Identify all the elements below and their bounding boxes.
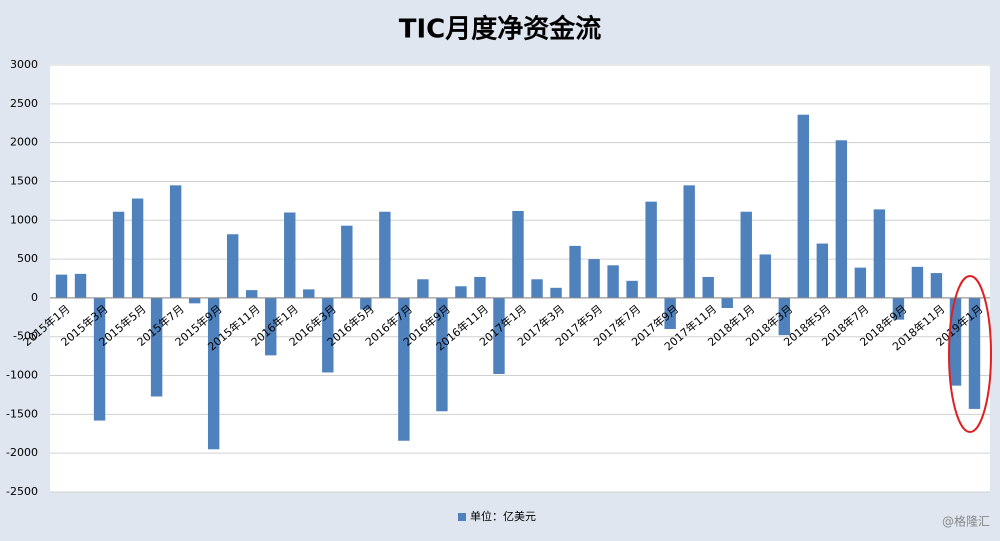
y-tick-label: 1500	[10, 174, 38, 187]
bar	[131, 198, 144, 298]
y-tick-label: -1500	[6, 407, 38, 420]
bar	[379, 211, 391, 298]
bar	[645, 201, 657, 298]
bar	[949, 297, 962, 386]
bar	[930, 273, 943, 298]
bar	[455, 286, 467, 298]
bar	[512, 210, 524, 298]
bar	[797, 114, 810, 298]
y-tick-label: -2000	[6, 446, 38, 459]
y-tick-label: -500	[13, 330, 38, 343]
bar	[702, 276, 714, 298]
bar	[246, 290, 258, 298]
legend-label: 单位：亿美元	[470, 509, 536, 523]
y-tick-label: -1000	[6, 369, 38, 382]
bar	[474, 276, 486, 298]
bar	[93, 297, 106, 421]
bar	[360, 297, 372, 310]
highlight-ellipse	[948, 275, 992, 433]
bar	[588, 259, 600, 298]
bar	[892, 297, 905, 320]
bar	[188, 297, 201, 304]
y-tick-label: 0	[31, 291, 38, 304]
bar	[55, 274, 68, 298]
bar	[740, 211, 752, 298]
bar	[417, 279, 429, 298]
bar	[607, 265, 619, 298]
bar	[207, 297, 220, 450]
y-tick-label: 1000	[10, 213, 38, 226]
bar	[873, 209, 886, 298]
legend-swatch	[458, 513, 466, 521]
bar	[778, 297, 790, 336]
bar	[150, 297, 163, 397]
bar	[816, 243, 829, 298]
y-tick-label: 500	[17, 252, 38, 265]
chart-title: TIC月度净资金流	[399, 14, 602, 45]
bar	[226, 234, 239, 298]
y-tick-label: 3000	[10, 58, 38, 71]
bar	[436, 297, 448, 412]
y-tick-label: -2500	[6, 485, 38, 498]
bar	[550, 287, 562, 298]
bar	[721, 297, 733, 309]
bar	[74, 273, 87, 298]
bar	[531, 279, 543, 298]
bar	[626, 280, 638, 298]
bar	[284, 212, 296, 298]
bar	[683, 185, 695, 298]
bar	[169, 185, 182, 298]
bar	[398, 297, 410, 441]
bar	[493, 297, 505, 374]
bar	[854, 267, 867, 298]
bar	[911, 266, 924, 298]
bar	[569, 245, 581, 298]
y-tick-label: 2500	[10, 97, 38, 110]
bar	[664, 297, 676, 329]
bar	[265, 297, 277, 356]
bar	[341, 225, 353, 298]
watermark: @格隆汇	[942, 514, 990, 529]
bar	[322, 297, 334, 373]
bar	[112, 211, 125, 298]
bar	[835, 140, 848, 298]
bar	[759, 254, 771, 298]
y-tick-label: 2000	[10, 136, 38, 149]
bar	[303, 289, 315, 298]
bar	[968, 297, 981, 409]
